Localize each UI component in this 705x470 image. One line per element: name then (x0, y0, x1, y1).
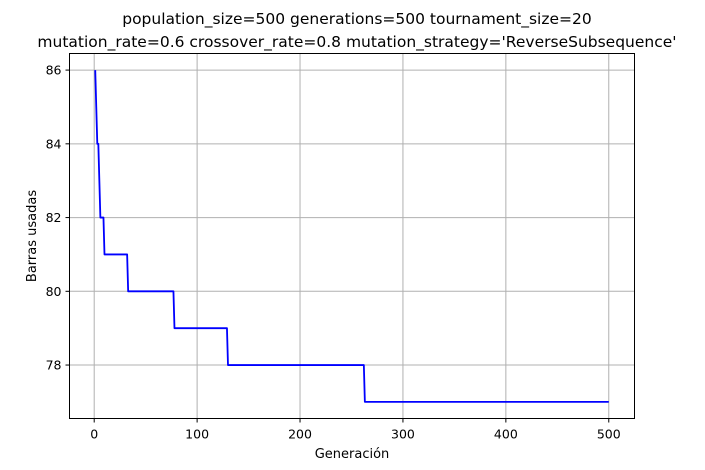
x-axis-label: Generación (315, 447, 390, 462)
x-tick-label: 0 (90, 427, 98, 442)
x-tick-label: 500 (597, 427, 621, 442)
y-axis-label: Barras usadas (25, 190, 40, 282)
series-layer (94, 70, 609, 403)
chart-title-line-1: population_size=500 generations=500 tour… (122, 10, 592, 29)
grid (69, 53, 635, 419)
plot-frame (69, 53, 635, 419)
axis-ticks: 0 100 200 300 400 500 78 80 82 84 86 (46, 63, 621, 442)
x-tick-label: 400 (494, 427, 518, 442)
x-tick-label: 200 (288, 427, 312, 442)
y-tick-label: 86 (46, 63, 62, 78)
chart-title-line-2: mutation_rate=0.6 crossover_rate=0.8 mut… (37, 33, 676, 52)
x-tick-label: 300 (391, 427, 415, 442)
x-tick-label: 100 (185, 427, 209, 442)
series-line-0 (94, 70, 609, 403)
y-tick-label: 80 (46, 284, 62, 299)
y-tick-label: 82 (46, 210, 62, 225)
y-tick-label: 84 (46, 136, 62, 151)
y-tick-label: 78 (46, 358, 62, 373)
